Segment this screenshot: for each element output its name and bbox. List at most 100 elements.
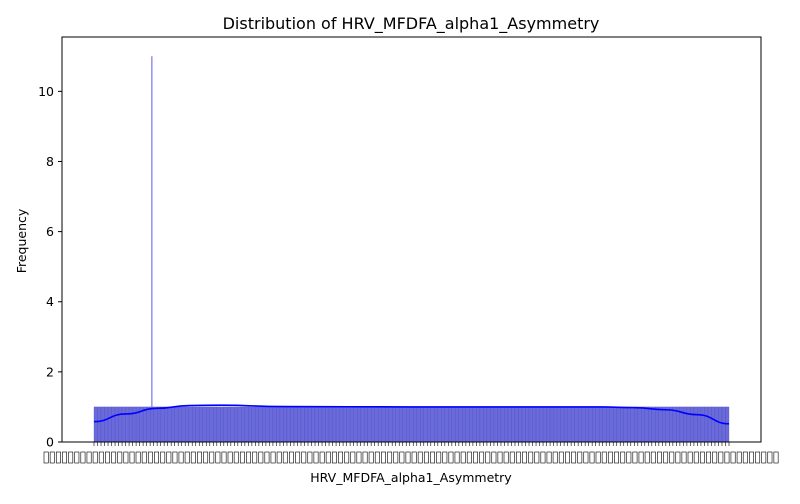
histogram-bar: [479, 406, 484, 443]
x-tick-label-overlap: [669, 451, 675, 464]
histogram-bar: [174, 406, 179, 443]
x-tick-label-overlap: [497, 451, 503, 464]
histogram-bar: [602, 406, 607, 443]
x-tick-label-overlap: [123, 451, 129, 464]
x-tick-label-overlap: [393, 451, 399, 464]
x-tick-label-overlap: [644, 451, 650, 464]
x-tick-label-overlap: [546, 451, 552, 464]
histogram-bar: [399, 406, 403, 443]
histogram-bar: [665, 406, 670, 443]
x-tick-label-overlap: [423, 451, 429, 464]
x-tick-label-overlap: [172, 451, 178, 464]
histogram-bar: [227, 406, 231, 443]
histogram-bar: [493, 406, 498, 443]
x-tick-label-overlap: [773, 451, 779, 464]
histogram-bar: [279, 406, 284, 443]
histogram-bar: [455, 406, 460, 443]
x-tick-label-overlap: [276, 451, 282, 464]
x-tick-label-overlap: [270, 451, 276, 464]
x-tick-label-overlap: [154, 451, 159, 464]
histogram-bar: [672, 406, 677, 443]
y-tick-label: 6: [46, 224, 54, 239]
histogram-bar: [290, 406, 295, 443]
histogram-bar: [700, 406, 705, 443]
histogram-bar: [483, 406, 488, 443]
x-tick-label-overlap: [86, 451, 92, 464]
x-tick-label-overlap: [663, 451, 669, 464]
histogram-bar: [185, 406, 189, 443]
histogram-bar: [374, 406, 379, 443]
x-tick-label-overlap: [448, 451, 454, 464]
x-tick-label-overlap: [80, 451, 86, 464]
x-tick-label-overlap: [62, 451, 67, 464]
histogram-bar: [395, 406, 400, 443]
histogram-bar: [311, 406, 316, 443]
histogram-bar: [378, 406, 382, 443]
histogram-bar: [220, 406, 224, 443]
histogram-bar: [613, 406, 617, 443]
histogram-bar: [535, 406, 540, 443]
x-tick-label-overlap: [466, 451, 472, 464]
x-tick-label-overlap: [166, 451, 172, 464]
x-tick-label-overlap: [203, 451, 209, 464]
histogram-bar: [606, 406, 610, 443]
histogram-bar: [441, 406, 445, 443]
x-tick-label-overlap: [325, 451, 331, 464]
histogram-bar: [167, 406, 172, 443]
x-tick-label-overlap: [601, 451, 607, 464]
histogram-bar: [181, 406, 186, 443]
x-tick-label-overlap: [607, 451, 613, 464]
histogram-bar: [363, 406, 368, 443]
x-tick-label-overlap: [319, 451, 325, 464]
x-tick-label-overlap: [577, 451, 583, 464]
x-tick-label-overlap: [356, 451, 362, 464]
x-tick-label-overlap: [712, 451, 718, 464]
x-tick-label-overlap: [724, 451, 730, 464]
x-tick-label-overlap: [405, 451, 411, 464]
histogram-bar: [188, 406, 193, 443]
x-tick-label-overlap: [111, 451, 117, 464]
histogram-bar: [97, 406, 102, 443]
histogram-bar: [434, 406, 438, 443]
x-tick-label-overlap: [92, 451, 98, 464]
histogram-bar: [107, 406, 112, 443]
histogram-bar: [595, 406, 600, 443]
histogram-bar: [592, 406, 596, 443]
histogram-bar: [156, 406, 161, 443]
histogram-bar: [497, 406, 502, 443]
histogram-bar: [321, 406, 326, 443]
x-tick-label-overlap: [491, 451, 497, 464]
x-tick-label-overlap: [246, 451, 251, 464]
x-tick-label-overlap: [307, 451, 313, 464]
x-tick-label-overlap: [503, 451, 509, 464]
x-tick-label-overlap: [221, 451, 227, 464]
histogram-bar: [451, 406, 456, 443]
x-tick-label-overlap: [442, 451, 448, 464]
histogram-bar: [577, 406, 582, 443]
x-tick-label-overlap: [522, 451, 527, 464]
kde-layer: [93, 404, 730, 425]
x-tick-label-overlap: [626, 451, 632, 464]
histogram-bar: [690, 406, 695, 443]
x-tick-label-overlap: [362, 451, 368, 464]
histogram-bar: [258, 406, 263, 443]
histogram-bar: [195, 406, 200, 443]
y-tick-label: 10: [38, 84, 54, 99]
histogram-bar: [711, 406, 716, 443]
x-tick-label-overlap: [540, 451, 546, 464]
histogram-bar: [718, 406, 723, 443]
x-tick-label-overlap: [430, 451, 435, 464]
histogram-bar: [420, 406, 424, 443]
histogram-bar: [402, 406, 407, 443]
histogram-bar: [693, 406, 698, 443]
histogram-bar: [128, 406, 133, 443]
histogram-bar: [462, 406, 467, 443]
histogram-bar: [546, 406, 551, 443]
bars-layer: [93, 56, 730, 443]
histogram-bar: [93, 406, 98, 443]
x-tick-label-overlap: [718, 451, 724, 464]
chart-title: Distribution of HRV_MFDFA_alpha1_Asymmet…: [223, 14, 600, 34]
histogram-bar: [662, 406, 667, 443]
histogram-bar: [430, 406, 435, 443]
